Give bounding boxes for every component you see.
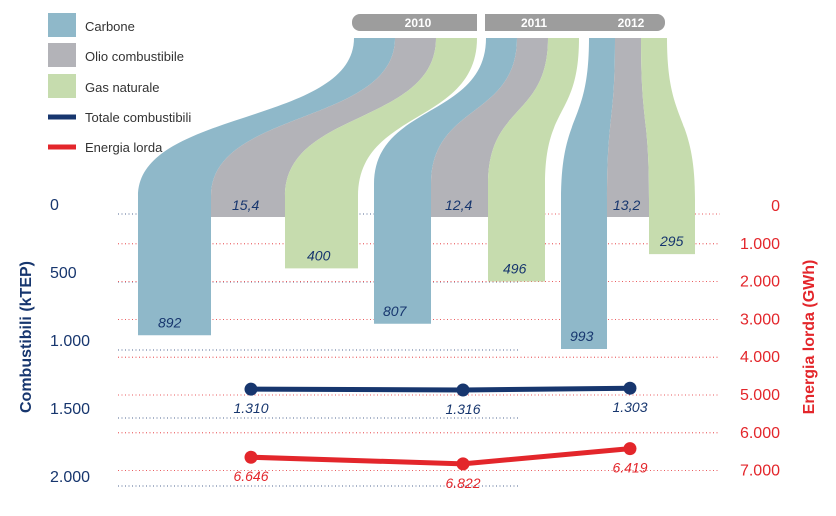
bar-value-label-0-2011: 807 xyxy=(383,303,408,319)
right-tick-label-1: 1.000 xyxy=(740,236,780,253)
legend-swatch-2 xyxy=(48,43,76,67)
energy-label-2011: 6.822 xyxy=(445,475,480,491)
right-axis-title: Energia lorda (GWh) xyxy=(801,260,818,415)
bar-value-label-1-2012: 13,2 xyxy=(613,197,640,213)
energy-line xyxy=(250,446,631,467)
flow-gas-naturale-2012 xyxy=(641,38,695,255)
legend-label-1: Carbone xyxy=(85,19,135,34)
year-header-bar xyxy=(352,14,665,31)
left-axis-title: Combustibili (kTEP) xyxy=(18,261,35,413)
left-tick-label-2: 1.000 xyxy=(50,333,90,350)
energy-point-2010 xyxy=(244,450,258,464)
right-tick-label-2: 2.000 xyxy=(740,274,780,291)
flow-gas-naturale-2010 xyxy=(285,38,477,269)
year-header-gap xyxy=(477,14,485,31)
totals-label-2011: 1.316 xyxy=(445,401,480,417)
bar-value-label-2-2011: 496 xyxy=(503,260,527,276)
totals-point-2010 xyxy=(244,382,258,396)
energy-point-2011 xyxy=(456,457,470,471)
flow-carbone-2011 xyxy=(374,38,517,324)
right-tick-label-0: 0 xyxy=(771,198,780,215)
flow-olio-combustibile-2012 xyxy=(607,38,649,217)
bar-value-label-0-2012: 993 xyxy=(570,328,594,344)
year-label-2010: 2010 xyxy=(405,16,432,30)
left-tick-label-0: 0 xyxy=(50,197,59,214)
flow-olio-combustibile-2010 xyxy=(211,38,436,217)
bar-value-label-1-2010: 15,4 xyxy=(232,197,259,213)
totals-label-2010: 1.310 xyxy=(233,400,268,416)
bar-value-label-1-2011: 12,4 xyxy=(445,197,472,213)
totals-point-2012 xyxy=(623,381,637,395)
year-label-2012: 2012 xyxy=(618,16,645,30)
flow-gas-naturale-2011 xyxy=(488,38,579,282)
right-tick-label-5: 5.000 xyxy=(740,387,780,404)
legend-label-5: Energia lorda xyxy=(85,140,163,155)
bar-value-label-2-2012: 295 xyxy=(659,233,684,249)
flow-olio-combustibile-2011 xyxy=(431,38,548,217)
energy-point-2012 xyxy=(623,442,637,456)
energy-label-2012: 6.419 xyxy=(612,460,647,476)
flow-carbone-2012 xyxy=(561,38,615,350)
legend-label-4: Totale combustibili xyxy=(85,110,191,125)
totals-point-2011 xyxy=(456,383,470,397)
left-tick-label-3: 1.500 xyxy=(50,401,90,418)
totals-label-2012: 1.303 xyxy=(612,399,647,415)
right-tick-label-4: 4.000 xyxy=(740,349,780,366)
right-tick-label-7: 7.000 xyxy=(740,463,780,480)
totals-line xyxy=(250,385,631,393)
bar-value-label-2-2010: 400 xyxy=(307,247,331,263)
year-label-2011: 2011 xyxy=(521,16,547,30)
bar-value-label-0-2010: 892 xyxy=(158,314,182,330)
right-tick-label-6: 6.000 xyxy=(740,425,780,442)
left-tick-label-1: 500 xyxy=(50,265,77,282)
right-tick-label-3: 3.000 xyxy=(740,311,780,328)
flow-carbone-2010 xyxy=(138,38,395,336)
legend-label-2: Olio combustibile xyxy=(85,49,184,64)
legend-label-3: Gas naturale xyxy=(85,80,159,95)
legend-swatch-3 xyxy=(48,74,76,98)
energy-label-2010: 6.646 xyxy=(233,468,268,484)
left-tick-label-4: 2.000 xyxy=(50,469,90,486)
legend-swatch-1 xyxy=(48,13,76,37)
